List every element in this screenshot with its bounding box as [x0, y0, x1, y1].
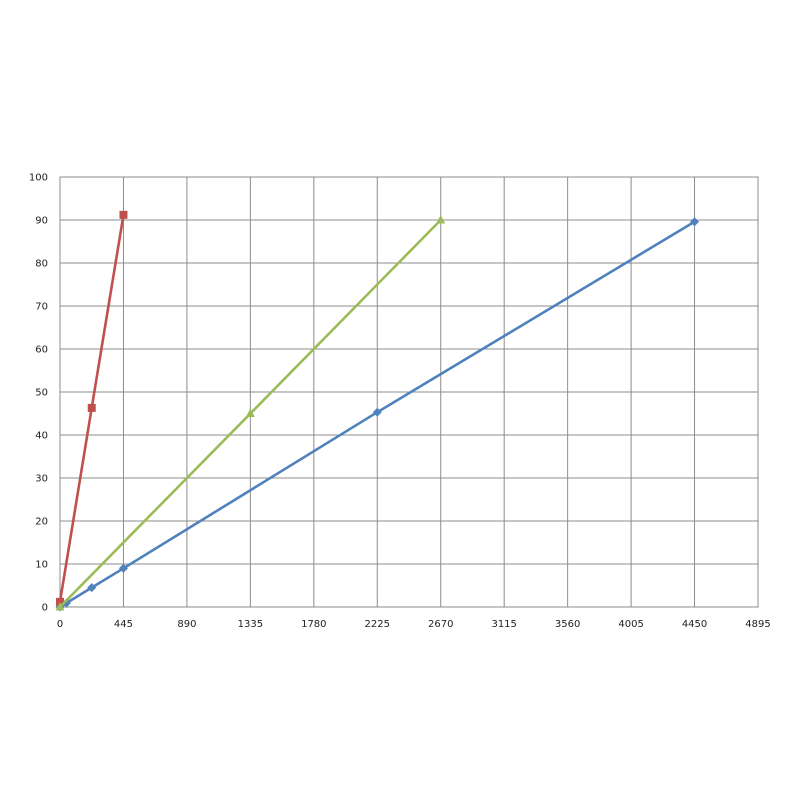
x-axis-tick-labels: 0 445 890 1335 1780 2225 2670 3115 3560 4005 4450 4… [57, 619, 771, 630]
y-tick-label: 40 [35, 431, 48, 442]
x-tick-label: 0 [57, 619, 63, 630]
y-tick-label: 90 [35, 216, 48, 227]
data-point [87, 583, 97, 593]
data-point [55, 602, 65, 611]
x-tick-label: 4005 [618, 619, 643, 630]
series-triangle [55, 215, 446, 611]
x-tick-label: 1335 [238, 619, 263, 630]
data-point [119, 210, 128, 219]
data-point [61, 598, 71, 608]
data-point [436, 215, 446, 224]
series-square [56, 210, 128, 606]
series-group [55, 210, 700, 612]
data-point [118, 563, 128, 573]
plot-area-border [59, 176, 759, 608]
data-point [690, 217, 700, 227]
x-tick-label: 4895 [745, 619, 770, 630]
y-tick-label: 70 [35, 302, 48, 313]
data-point [56, 597, 64, 606]
x-tick-label: 1780 [301, 619, 326, 630]
y-axis-tick-labels: 0 10 20 30 40 50 60 70 80 90 100 [29, 173, 48, 614]
data-point [87, 403, 96, 412]
x-tick-label: 3115 [491, 619, 516, 630]
y-tick-label: 0 [42, 603, 48, 614]
x-tick-label: 3560 [555, 619, 580, 630]
data-point [245, 408, 255, 417]
y-tick-label: 80 [35, 259, 48, 270]
y-tick-label: 30 [35, 474, 48, 485]
data-point [372, 407, 382, 417]
y-tick-label: 10 [35, 560, 48, 571]
y-tick-label: 60 [35, 345, 48, 356]
x-tick-label: 445 [114, 619, 133, 630]
x-tick-label: 2225 [365, 619, 390, 630]
x-tick-label: 890 [177, 619, 196, 630]
x-tick-label: 2670 [428, 619, 453, 630]
y-tick-label: 50 [35, 388, 48, 399]
y-tick-label: 100 [29, 173, 48, 184]
x-tick-label: 4450 [682, 619, 707, 630]
y-tick-label: 20 [35, 517, 48, 528]
